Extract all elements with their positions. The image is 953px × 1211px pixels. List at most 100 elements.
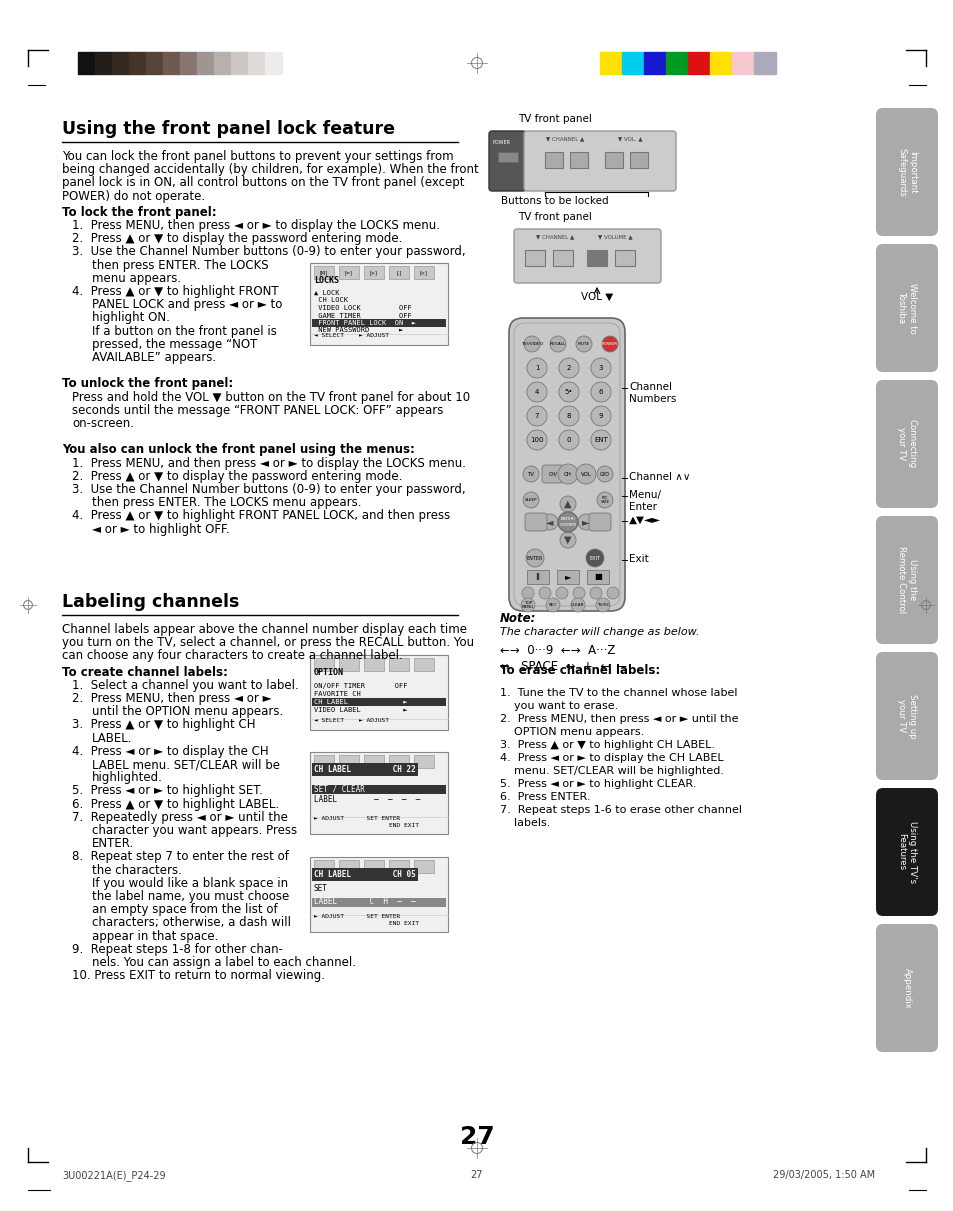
Circle shape	[597, 492, 613, 507]
Bar	[586, 570, 608, 584]
Text: VIDEO LOCK         OFF: VIDEO LOCK OFF	[314, 305, 412, 311]
Bar	[364, 658, 384, 671]
Text: 27: 27	[470, 1170, 483, 1180]
Text: Connecting
your TV: Connecting your TV	[897, 419, 916, 469]
Circle shape	[573, 587, 584, 599]
Text: 4.  Press ◄ or ► to display the CH: 4. Press ◄ or ► to display the CH	[71, 745, 269, 758]
Text: SLEEP: SLEEP	[524, 498, 537, 503]
Text: LABEL menu. SET/CLEAR will be: LABEL menu. SET/CLEAR will be	[91, 758, 280, 771]
Text: CH LOCK: CH LOCK	[314, 298, 348, 304]
Bar	[146, 52, 163, 74]
Text: ENTER: ENTER	[526, 556, 542, 561]
FancyBboxPatch shape	[875, 924, 937, 1052]
Text: NEW PASSWORD       ►: NEW PASSWORD ►	[314, 327, 403, 333]
Text: menu appears.: menu appears.	[91, 271, 181, 285]
Bar	[526, 570, 548, 584]
Bar	[364, 754, 384, 768]
Bar	[338, 754, 358, 768]
Bar	[599, 52, 621, 74]
Text: [<]: [<]	[419, 270, 428, 275]
FancyBboxPatch shape	[514, 229, 660, 283]
Text: 2.  Press ▲ or ▼ to display the password entering mode.: 2. Press ▲ or ▼ to display the password …	[71, 233, 402, 245]
Text: 1: 1	[535, 365, 538, 371]
Text: If you would like a blank space in: If you would like a blank space in	[91, 877, 288, 890]
Text: CH: CH	[563, 471, 572, 476]
Text: Using the
Remote Control: Using the Remote Control	[897, 546, 916, 614]
Text: until the OPTION menu appears.: until the OPTION menu appears.	[91, 705, 283, 718]
FancyBboxPatch shape	[875, 380, 937, 507]
Text: ▼ CHANNEL ▲: ▼ CHANNEL ▲	[536, 234, 574, 239]
Bar	[389, 860, 409, 873]
Circle shape	[558, 430, 578, 450]
Circle shape	[556, 587, 567, 599]
Text: Press and hold the VOL ▼ button on the TV front panel for about 10: Press and hold the VOL ▼ button on the T…	[71, 391, 470, 403]
Text: labels.: labels.	[499, 817, 550, 828]
Circle shape	[545, 598, 559, 612]
Text: POWER) do not operate.: POWER) do not operate.	[62, 190, 205, 202]
Bar	[248, 52, 265, 74]
Text: ◄ or ► to highlight OFF.: ◄ or ► to highlight OFF.	[91, 523, 230, 535]
Bar	[687, 52, 709, 74]
Text: 9: 9	[598, 413, 602, 419]
Bar	[604, 153, 622, 168]
Text: You can lock the front panel buttons to prevent your settings from: You can lock the front panel buttons to …	[62, 150, 453, 163]
Circle shape	[522, 492, 538, 507]
Text: 8.  Repeat step 7 to enter the rest of: 8. Repeat step 7 to enter the rest of	[71, 850, 289, 863]
Bar	[389, 266, 409, 279]
Text: 3U00221A(E)_P24-29: 3U00221A(E)_P24-29	[62, 1170, 166, 1181]
Text: MUTE: MUTE	[578, 342, 590, 346]
Circle shape	[558, 381, 578, 402]
Text: [>]: [>]	[370, 270, 377, 275]
Text: the characters.: the characters.	[91, 863, 182, 877]
Text: ►: ►	[564, 573, 571, 581]
Text: 3.  Press ▲ or ▼ to highlight CH LABEL.: 3. Press ▲ or ▼ to highlight CH LABEL.	[499, 740, 714, 750]
Bar	[310, 655, 448, 730]
Text: VIDEO LABEL          ►: VIDEO LABEL ►	[314, 707, 407, 713]
Text: ENTER/: ENTER/	[560, 517, 575, 521]
Text: 3.  Use the Channel Number buttons (0-9) to enter your password,: 3. Use the Channel Number buttons (0-9) …	[71, 483, 465, 497]
Text: an empty space from the list of: an empty space from the list of	[91, 903, 277, 917]
Text: ▲: ▲	[563, 499, 571, 509]
Text: on-screen.: on-screen.	[71, 417, 133, 430]
Bar	[312, 698, 446, 706]
Bar	[163, 52, 180, 74]
FancyBboxPatch shape	[875, 652, 937, 780]
Circle shape	[558, 464, 578, 484]
Text: ► ADJUST      SET ENTER: ► ADJUST SET ENTER	[314, 816, 400, 821]
Text: ► ADJUST      SET ENTER: ► ADJUST SET ENTER	[314, 914, 400, 919]
Bar	[665, 52, 687, 74]
Circle shape	[522, 466, 538, 482]
Text: GYO: GYO	[599, 471, 609, 476]
Text: ↔   SPACE  ↔  +  ←  −: ↔ SPACE ↔ + ← −	[499, 660, 627, 673]
Circle shape	[526, 406, 546, 426]
Text: If a button on the front panel is: If a button on the front panel is	[91, 325, 276, 338]
Bar	[78, 52, 95, 74]
Circle shape	[520, 598, 535, 612]
Text: you want to erase.: you want to erase.	[499, 701, 618, 711]
Text: RECALL: RECALL	[549, 342, 566, 346]
Circle shape	[601, 335, 618, 352]
Text: OPTION: OPTION	[314, 668, 344, 677]
Circle shape	[558, 512, 578, 532]
Text: REC: REC	[548, 603, 557, 607]
Bar	[312, 899, 446, 907]
Text: The character will change as below.: The character will change as below.	[499, 627, 699, 637]
Circle shape	[578, 513, 594, 530]
Text: Exit: Exit	[628, 553, 648, 564]
FancyBboxPatch shape	[875, 243, 937, 372]
Text: 2.  Press MENU, then press ◄ or ►: 2. Press MENU, then press ◄ or ►	[71, 691, 272, 705]
Text: panel lock is in ON, all control buttons on the TV front panel (except: panel lock is in ON, all control buttons…	[62, 177, 464, 189]
Bar	[265, 52, 282, 74]
Text: seconds until the message “FRONT PANEL LOCK: OFF” appears: seconds until the message “FRONT PANEL L…	[71, 403, 443, 417]
Text: CH/: CH/	[548, 471, 557, 476]
Bar	[129, 52, 146, 74]
Text: 2.  Press ▲ or ▼ to display the password entering mode.: 2. Press ▲ or ▼ to display the password …	[71, 470, 402, 483]
FancyBboxPatch shape	[524, 513, 546, 530]
Text: then press ENTER. The LOCKS: then press ENTER. The LOCKS	[91, 259, 269, 271]
Text: GAME TIMER         OFF: GAME TIMER OFF	[314, 312, 412, 318]
Circle shape	[590, 430, 610, 450]
Bar	[310, 752, 448, 834]
Circle shape	[550, 335, 565, 352]
Text: Note:: Note:	[499, 612, 536, 625]
Text: TV front panel: TV front panel	[517, 212, 591, 222]
